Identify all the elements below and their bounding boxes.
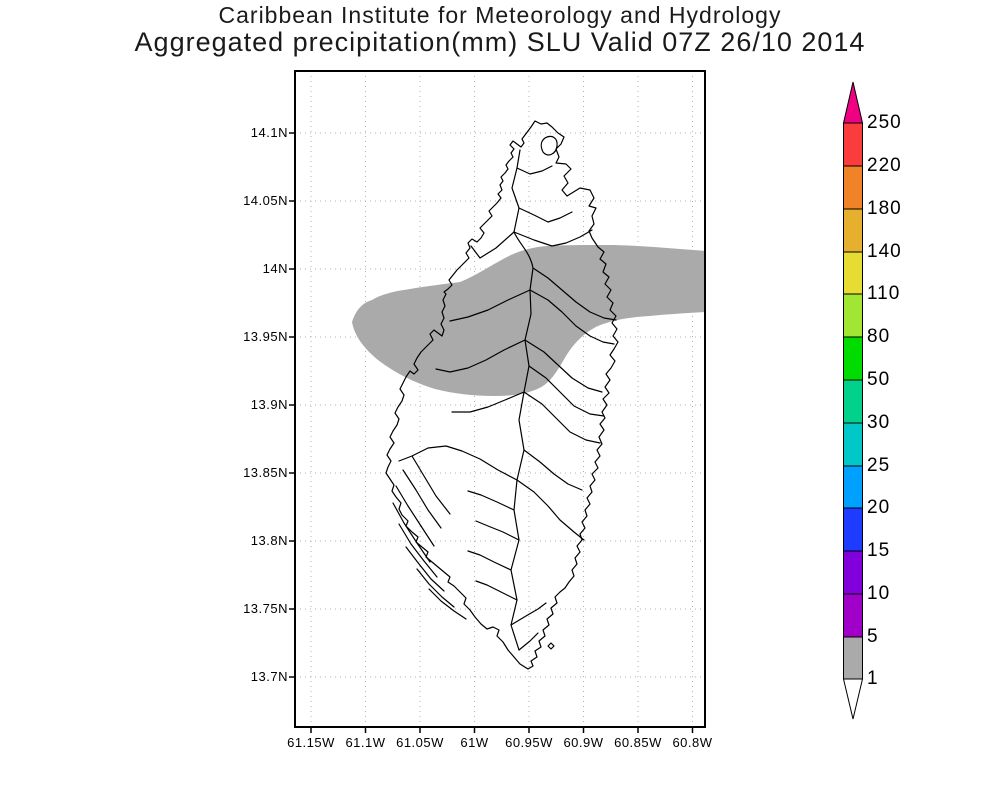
colorbar-segment <box>843 465 863 509</box>
x-axis-label: 60.85W <box>614 735 662 750</box>
axis-tick-marks <box>289 132 694 733</box>
graticule-gridlines <box>295 71 705 727</box>
y-axis-label: 13.9N <box>250 397 288 412</box>
watershed-ridge-lines <box>510 149 534 651</box>
colorbar-segment <box>843 251 863 295</box>
colorbar-segment <box>843 165 863 210</box>
x-axis-label: 61.1W <box>345 735 386 750</box>
y-axis-label: 14.05N <box>243 193 288 208</box>
y-axis-label: 13.75N <box>243 601 288 616</box>
colorbar-segment <box>843 122 863 167</box>
y-axis-label: 14N <box>262 261 288 276</box>
colorbar-label: 220 <box>867 155 902 176</box>
y-axis-label: 13.8N <box>250 533 288 548</box>
colorbar-label: 140 <box>867 241 902 262</box>
colorbar-segment <box>843 336 863 381</box>
y-axis-label: 14.1N <box>250 125 288 140</box>
colorbar-label: 50 <box>867 369 891 390</box>
y-axis-label: 13.85N <box>243 465 288 480</box>
colorbar-segment <box>843 379 863 424</box>
colorbar-segment <box>843 293 863 338</box>
colorbar-label: 20 <box>867 497 891 518</box>
colorbar-segment <box>843 636 863 680</box>
colorbar-down-arrow <box>842 678 864 720</box>
colorbar <box>842 81 864 720</box>
colorbar-label: 15 <box>867 540 891 561</box>
saint-lucia-island <box>385 120 619 670</box>
colorbar-label: 250 <box>867 112 902 133</box>
colorbar-label: 30 <box>867 412 891 433</box>
colorbar-label: 80 <box>867 326 891 347</box>
island-outline <box>385 120 619 670</box>
y-axis-label: 13.95N <box>243 329 288 344</box>
offshore-islet <box>547 642 555 650</box>
x-axis-label: 61.05W <box>396 735 444 750</box>
watershed-south-lines <box>467 490 547 651</box>
colorbar-label: 10 <box>867 583 891 604</box>
precipitation-shaded-band <box>352 245 705 396</box>
x-axis-label: 61.15W <box>287 735 335 750</box>
colorbar-label: 110 <box>867 283 901 304</box>
colorbar-segment <box>843 507 863 552</box>
colorbar-label: 5 <box>867 626 879 647</box>
colorbar-segment <box>843 208 863 253</box>
colorbar-label: 1 <box>867 668 879 689</box>
map-plot <box>289 70 706 733</box>
watershed-north-lines <box>513 135 593 247</box>
page-title: Caribbean Institute for Meteorology and … <box>218 2 782 28</box>
x-axis-label: 61W <box>460 735 489 750</box>
y-axis-label: 13.7N <box>250 669 288 684</box>
page-subtitle: Aggregated precipitation(mm) SLU Valid 0… <box>134 27 866 57</box>
x-axis-label: 60.8W <box>672 735 713 750</box>
x-axis-label: 60.95W <box>505 735 553 750</box>
watershed-southwest-ridges <box>392 455 467 620</box>
watershed-east-branches <box>516 267 617 541</box>
colorbar-label: 25 <box>867 455 891 476</box>
colorbar-label: 180 <box>867 198 902 219</box>
watershed-west-branches <box>398 231 531 481</box>
colorbar-segment <box>843 593 863 638</box>
colorbar-segment <box>843 422 863 467</box>
x-axis-label: 60.9W <box>563 735 604 750</box>
colorbar-segment <box>843 550 863 595</box>
plot-border <box>294 70 706 728</box>
colorbar-up-arrow <box>842 81 864 124</box>
